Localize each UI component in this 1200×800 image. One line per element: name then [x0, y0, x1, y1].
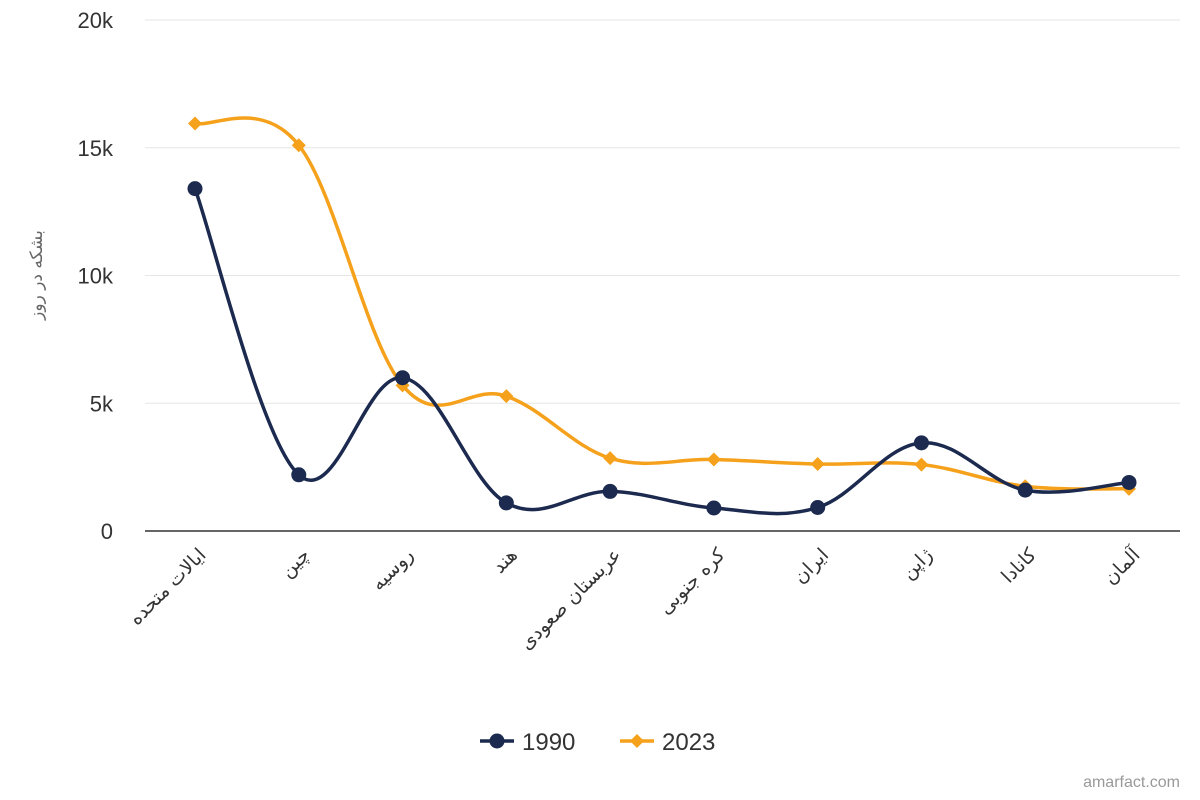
y-axis-ticks: 0 5k 10k 15k 20k: [78, 8, 114, 544]
data-point[interactable]: [1017, 482, 1033, 498]
data-point[interactable]: [188, 116, 202, 131]
legend-label: 2023: [662, 729, 715, 756]
series-2023: [188, 116, 1136, 496]
data-point[interactable]: [291, 138, 306, 153]
series-1990: [187, 181, 1137, 516]
series-line-2023: [194, 116, 1130, 491]
x-tick-label: ایران: [789, 544, 833, 588]
data-point[interactable]: [395, 370, 411, 386]
data-point[interactable]: [603, 451, 618, 466]
series-line-1990: [193, 188, 1130, 516]
y-tick-label: 5k: [90, 391, 114, 416]
data-point[interactable]: [1121, 474, 1137, 490]
legend[interactable]: 1990 2023: [480, 729, 715, 756]
x-tick-label: روسیه: [367, 544, 418, 595]
legend-item-1990[interactable]: 1990: [480, 729, 575, 756]
data-point[interactable]: [706, 500, 722, 516]
x-tick-label: عربستان صعودی: [515, 544, 625, 654]
y-tick-label: 0: [101, 519, 113, 544]
data-point[interactable]: [810, 457, 825, 472]
legend-circle-marker: [489, 733, 505, 749]
data-point[interactable]: [187, 181, 203, 197]
data-point[interactable]: [914, 457, 929, 472]
x-tick-label: چین: [276, 544, 314, 582]
y-tick-label: 20k: [78, 8, 114, 33]
x-tick-label: هند: [488, 544, 522, 578]
data-point[interactable]: [291, 467, 307, 483]
data-point[interactable]: [810, 499, 826, 515]
legend-item-2023[interactable]: 2023: [620, 729, 715, 756]
data-point[interactable]: [499, 389, 514, 404]
x-tick-label: کانادا: [997, 543, 1041, 587]
credit-text[interactable]: amarfact.com: [1083, 774, 1180, 791]
x-tick-label: آلمان: [1098, 542, 1145, 589]
y-tick-label: 10k: [78, 264, 114, 289]
legend-diamond-marker: [630, 734, 644, 748]
y-axis-title: بشکه در روز: [27, 230, 47, 321]
x-tick-label: کره جنوبی: [655, 543, 731, 619]
x-tick-label: ژاپن: [897, 544, 937, 584]
x-tick-label: ایالات متحده: [125, 544, 211, 630]
grid-lines: [145, 19, 1180, 404]
y-tick-label: 15k: [78, 136, 114, 161]
legend-label: 1990: [522, 729, 575, 756]
data-point[interactable]: [498, 495, 514, 511]
data-point[interactable]: [602, 483, 618, 499]
data-point[interactable]: [913, 435, 929, 451]
data-point[interactable]: [706, 452, 721, 467]
series-group: [187, 116, 1137, 516]
